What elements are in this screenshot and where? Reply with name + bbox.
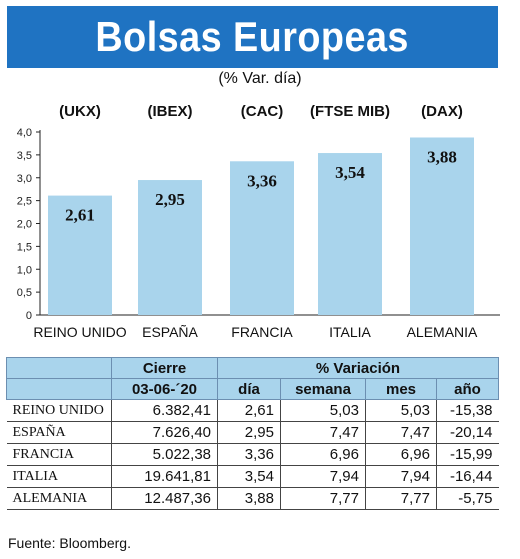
table-header-semana: semana (280, 378, 366, 400)
x-category-label: FRANCIA (231, 324, 293, 340)
table-header-dia: día (217, 378, 281, 400)
index-label: (DAX) (421, 103, 463, 120)
bar-chart: 0 0,5 1,0 1,5 2,0 2,5 3,0 3,5 4,0 2,61 REINO UNIDO… (17, 127, 500, 340)
table-cell-cierre: 6.382,41 (111, 399, 218, 422)
table-cell-semana: 7,47 (280, 421, 366, 444)
index-label: (IBEX) (147, 103, 193, 120)
bar (48, 195, 112, 315)
table-header-variacion: % Variación (217, 357, 499, 379)
table-cell-semana: 7,77 (280, 487, 366, 510)
table-cell-name: ITALIA (6, 465, 112, 488)
bar-value-label: 2,95 (155, 190, 185, 209)
table-cell-mes: 7,77 (365, 487, 437, 510)
x-category-label: ESPAÑA (142, 324, 198, 340)
bar-value-label: 3,54 (335, 163, 365, 182)
index-label: (UKX) (59, 103, 101, 120)
table-cell-cierre: 19.641,81 (111, 465, 218, 488)
table-cell-mes: 7,47 (365, 421, 437, 444)
table-cell-name: ESPAÑA (6, 421, 112, 444)
x-category-label: ALEMANIA (407, 324, 478, 340)
table-row: REINO UNIDO 6.382,41 2,61 5,03 5,03 -15,38 (6, 399, 499, 422)
bar-value-label: 3,88 (427, 147, 457, 166)
table-row: ITALIA 19.641,81 3,54 7,94 7,94 -16,44 (6, 465, 499, 488)
table-cell-ano: -15,38 (436, 399, 499, 422)
table-cell-name: FRANCIA (6, 443, 112, 466)
y-tick-label: 4,0 (17, 127, 32, 139)
table-cell-semana: 7,94 (280, 465, 366, 488)
bar (318, 153, 382, 315)
table-group-header-row: Cierre % Variación (6, 357, 499, 379)
x-category-label: REINO UNIDO (33, 324, 126, 340)
chart-subtitle: (% Var. día) (218, 70, 302, 87)
table-cell-dia: 3,36 (217, 443, 281, 466)
bar-value-label: 3,36 (247, 171, 277, 190)
y-tick-label: 3,0 (17, 173, 32, 185)
table-row: FRANCIA 5.022,38 3,36 6,96 6,96 -15,99 (6, 443, 499, 466)
bar (230, 161, 294, 315)
y-tick-label: 0,5 (17, 287, 32, 299)
title-banner: Bolsas Europeas (7, 6, 498, 68)
table-header-cierre: Cierre (111, 357, 218, 379)
bar-value-label: 2,61 (65, 206, 95, 225)
table-header-ano: año (436, 378, 499, 400)
table-header-empty (6, 357, 112, 379)
table-cell-dia: 2,95 (217, 421, 281, 444)
index-label: (CAC) (240, 103, 284, 120)
table-cell-name: ALEMANIA (6, 487, 112, 510)
x-category-label: ITALIA (329, 324, 371, 340)
table-cell-ano: -5,75 (436, 487, 499, 510)
table-column-header-row: 03-06-´20 día semana mes año (6, 378, 499, 400)
table-cell-ano: -16,44 (436, 465, 499, 488)
page-title: Bolsas Europeas (95, 13, 410, 60)
table-cell-ano: -15,99 (436, 443, 499, 466)
table-row: ALEMANIA 12.487,36 3,88 7,77 7,77 -5,75 (6, 487, 499, 510)
index-label: (FTSE MIB) (310, 103, 390, 120)
table-cell-mes: 7,94 (365, 465, 437, 488)
y-tick-label: 1,5 (17, 241, 32, 253)
table-cell-ano: -20,14 (436, 421, 499, 444)
table-header-date: 03-06-´20 (111, 378, 218, 400)
y-tick-label: 2,5 (17, 196, 32, 208)
y-tick-label: 1,0 (17, 264, 32, 276)
y-tick-label: 0 (26, 310, 32, 322)
table-header-mes: mes (365, 378, 437, 400)
source-note: Fuente: Bloomberg. (8, 535, 131, 551)
table-cell-cierre: 12.487,36 (111, 487, 218, 510)
bar (138, 180, 202, 315)
table-cell-cierre: 7.626,40 (111, 421, 218, 444)
table-cell-semana: 5,03 (280, 399, 366, 422)
table-cell-mes: 5,03 (365, 399, 437, 422)
table-cell-name: REINO UNIDO (6, 399, 112, 422)
bar (410, 137, 474, 315)
data-table: Cierre % Variación 03-06-´20 día semana … (6, 357, 499, 510)
table-cell-semana: 6,96 (280, 443, 366, 466)
table-cell-mes: 6,96 (365, 443, 437, 466)
table-row: ESPAÑA 7.626,40 2,95 7,47 7,47 -20,14 (6, 421, 499, 444)
table-cell-dia: 3,88 (217, 487, 281, 510)
table-header-empty (6, 378, 112, 400)
index-label-row: (UKX) (IBEX) (CAC) (FTSE MIB) (DAX) (0, 103, 520, 123)
table-cell-dia: 3,54 (217, 465, 281, 488)
y-tick-label: 2,0 (17, 219, 32, 231)
table-cell-cierre: 5.022,38 (111, 443, 218, 466)
y-tick-label: 3,5 (17, 150, 32, 162)
table-cell-dia: 2,61 (217, 399, 281, 422)
